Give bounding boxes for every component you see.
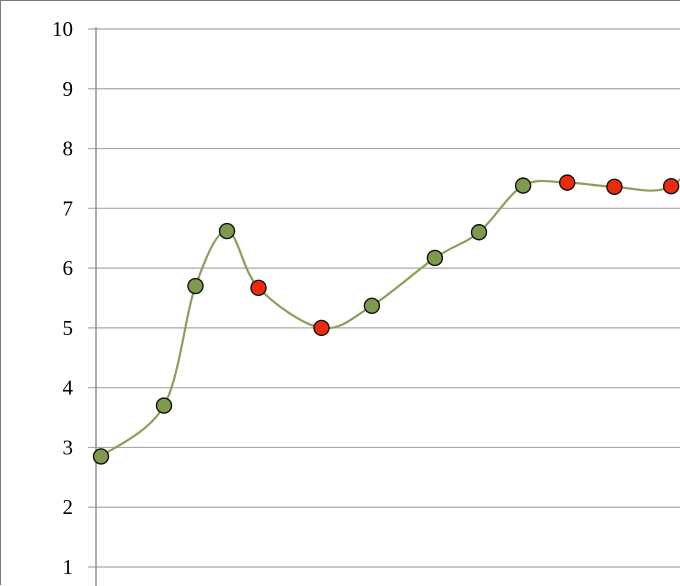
data-point-3 <box>187 277 204 295</box>
data-point-10 <box>514 177 532 194</box>
y-tick-label-5: 5 <box>63 316 74 340</box>
data-point-2 <box>155 397 173 414</box>
data-point-7 <box>363 297 381 314</box>
y-tick-label-4: 4 <box>63 376 74 400</box>
data-point-11 <box>559 174 576 191</box>
y-tick-label-7: 7 <box>63 196 74 220</box>
y-tick-label-10: 10 <box>52 17 73 41</box>
y-tick-labels: 1 2 3 4 5 6 7 8 9 10 <box>52 17 74 579</box>
data-point-8 <box>426 249 444 267</box>
data-point-9 <box>470 224 488 241</box>
data-point-1 <box>92 448 110 465</box>
data-point-6 <box>313 319 330 337</box>
y-tick-label-6: 6 <box>63 256 74 280</box>
data-point-12 <box>606 178 623 196</box>
data-point-4 <box>218 222 236 240</box>
series-line-group <box>100 177 680 458</box>
series-line <box>100 177 680 458</box>
y-tick-label-3: 3 <box>63 435 74 459</box>
y-tick-label-2: 2 <box>63 495 74 519</box>
data-point-13 <box>662 178 680 195</box>
y-tick-label-8: 8 <box>63 137 74 161</box>
y-tick-label-9: 9 <box>63 77 74 101</box>
data-points <box>92 174 680 465</box>
y-tick-label-1: 1 <box>63 555 74 579</box>
data-point-5 <box>250 279 267 297</box>
gridlines <box>88 27 680 586</box>
